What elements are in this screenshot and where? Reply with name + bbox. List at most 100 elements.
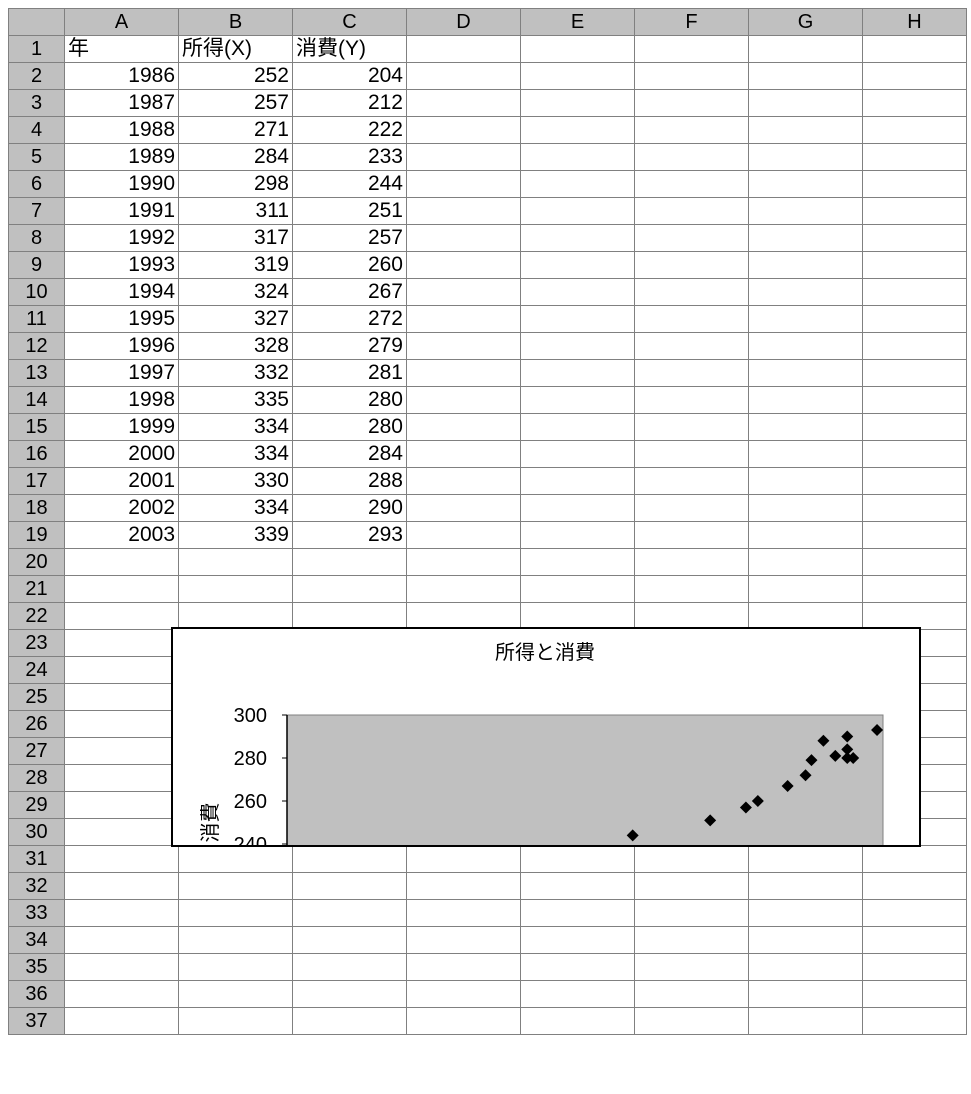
empty-cell[interactable] xyxy=(520,278,635,306)
cell-year[interactable]: 1993 xyxy=(64,251,179,279)
empty-cell[interactable] xyxy=(748,224,863,252)
empty-cell[interactable] xyxy=(520,305,635,333)
row-header[interactable]: 36 xyxy=(8,980,65,1008)
empty-cell[interactable] xyxy=(64,926,179,954)
empty-cell[interactable] xyxy=(178,899,293,927)
empty-cell[interactable] xyxy=(862,278,967,306)
row-header[interactable]: 22 xyxy=(8,602,65,630)
cell-income[interactable]: 339 xyxy=(178,521,293,549)
empty-cell[interactable] xyxy=(748,332,863,360)
empty-cell[interactable] xyxy=(634,548,749,576)
cell-income[interactable]: 311 xyxy=(178,197,293,225)
cell-income[interactable]: 332 xyxy=(178,359,293,387)
empty-cell[interactable] xyxy=(862,224,967,252)
empty-cell[interactable] xyxy=(406,116,521,144)
column-header-f[interactable]: F xyxy=(634,8,749,36)
cell-consumption[interactable]: 260 xyxy=(292,251,407,279)
empty-cell[interactable] xyxy=(406,1007,521,1035)
empty-cell[interactable] xyxy=(520,926,635,954)
empty-cell[interactable] xyxy=(406,521,521,549)
empty-cell[interactable] xyxy=(520,251,635,279)
empty-cell[interactable] xyxy=(748,440,863,468)
cell-consumption[interactable]: 251 xyxy=(292,197,407,225)
cell-year[interactable]: 2001 xyxy=(64,467,179,495)
empty-cell[interactable] xyxy=(634,62,749,90)
cell-consumption[interactable]: 257 xyxy=(292,224,407,252)
empty-cell[interactable] xyxy=(748,170,863,198)
row-header[interactable]: 5 xyxy=(8,143,65,171)
empty-cell[interactable] xyxy=(520,197,635,225)
empty-cell[interactable] xyxy=(520,413,635,441)
empty-cell[interactable] xyxy=(520,521,635,549)
empty-cell[interactable] xyxy=(862,35,967,63)
empty-cell[interactable] xyxy=(292,899,407,927)
empty-cell[interactable] xyxy=(64,953,179,981)
row-header[interactable]: 8 xyxy=(8,224,65,252)
empty-cell[interactable] xyxy=(406,251,521,279)
empty-cell[interactable] xyxy=(748,926,863,954)
cell-consumption[interactable]: 284 xyxy=(292,440,407,468)
empty-cell[interactable] xyxy=(634,224,749,252)
row-header[interactable]: 1 xyxy=(8,35,65,63)
empty-cell[interactable] xyxy=(520,845,635,873)
empty-cell[interactable] xyxy=(520,332,635,360)
empty-cell[interactable] xyxy=(64,791,179,819)
empty-cell[interactable] xyxy=(520,440,635,468)
row-header[interactable]: 3 xyxy=(8,89,65,117)
row-header[interactable]: 30 xyxy=(8,818,65,846)
empty-cell[interactable] xyxy=(520,872,635,900)
empty-cell[interactable] xyxy=(634,251,749,279)
row-header[interactable]: 18 xyxy=(8,494,65,522)
empty-cell[interactable] xyxy=(406,926,521,954)
empty-cell[interactable] xyxy=(862,62,967,90)
empty-cell[interactable] xyxy=(64,899,179,927)
empty-cell[interactable] xyxy=(862,89,967,117)
cell-consumption[interactable]: 279 xyxy=(292,332,407,360)
cell-consumption[interactable]: 233 xyxy=(292,143,407,171)
row-header[interactable]: 35 xyxy=(8,953,65,981)
empty-cell[interactable] xyxy=(748,602,863,630)
empty-cell[interactable] xyxy=(406,143,521,171)
cell-consumption[interactable]: 267 xyxy=(292,278,407,306)
empty-cell[interactable] xyxy=(178,845,293,873)
empty-cell[interactable] xyxy=(520,467,635,495)
cell-year-header[interactable]: 年 xyxy=(64,35,179,63)
cell-consumption[interactable]: 281 xyxy=(292,359,407,387)
empty-cell[interactable] xyxy=(406,845,521,873)
row-header[interactable]: 4 xyxy=(8,116,65,144)
cell-year[interactable]: 1997 xyxy=(64,359,179,387)
empty-cell[interactable] xyxy=(748,116,863,144)
empty-cell[interactable] xyxy=(406,602,521,630)
empty-cell[interactable] xyxy=(634,899,749,927)
empty-cell[interactable] xyxy=(862,926,967,954)
empty-cell[interactable] xyxy=(634,116,749,144)
empty-cell[interactable] xyxy=(406,494,521,522)
empty-cell[interactable] xyxy=(178,926,293,954)
cell-year[interactable]: 1992 xyxy=(64,224,179,252)
empty-cell[interactable] xyxy=(862,197,967,225)
empty-cell[interactable] xyxy=(406,170,521,198)
empty-cell[interactable] xyxy=(862,521,967,549)
empty-cell[interactable] xyxy=(748,62,863,90)
empty-cell[interactable] xyxy=(748,467,863,495)
row-header[interactable]: 6 xyxy=(8,170,65,198)
empty-cell[interactable] xyxy=(292,575,407,603)
empty-cell[interactable] xyxy=(64,845,179,873)
empty-cell[interactable] xyxy=(862,548,967,576)
row-header[interactable]: 9 xyxy=(8,251,65,279)
empty-cell[interactable] xyxy=(862,953,967,981)
empty-cell[interactable] xyxy=(748,386,863,414)
column-header-h[interactable]: H xyxy=(862,8,967,36)
empty-cell[interactable] xyxy=(862,980,967,1008)
column-header-g[interactable]: G xyxy=(748,8,863,36)
empty-cell[interactable] xyxy=(748,1007,863,1035)
empty-cell[interactable] xyxy=(292,548,407,576)
empty-cell[interactable] xyxy=(748,980,863,1008)
empty-cell[interactable] xyxy=(634,386,749,414)
empty-cell[interactable] xyxy=(634,35,749,63)
empty-cell[interactable] xyxy=(178,953,293,981)
cell-consumption[interactable]: 222 xyxy=(292,116,407,144)
empty-cell[interactable] xyxy=(406,980,521,1008)
empty-cell[interactable] xyxy=(520,359,635,387)
empty-cell[interactable] xyxy=(862,440,967,468)
